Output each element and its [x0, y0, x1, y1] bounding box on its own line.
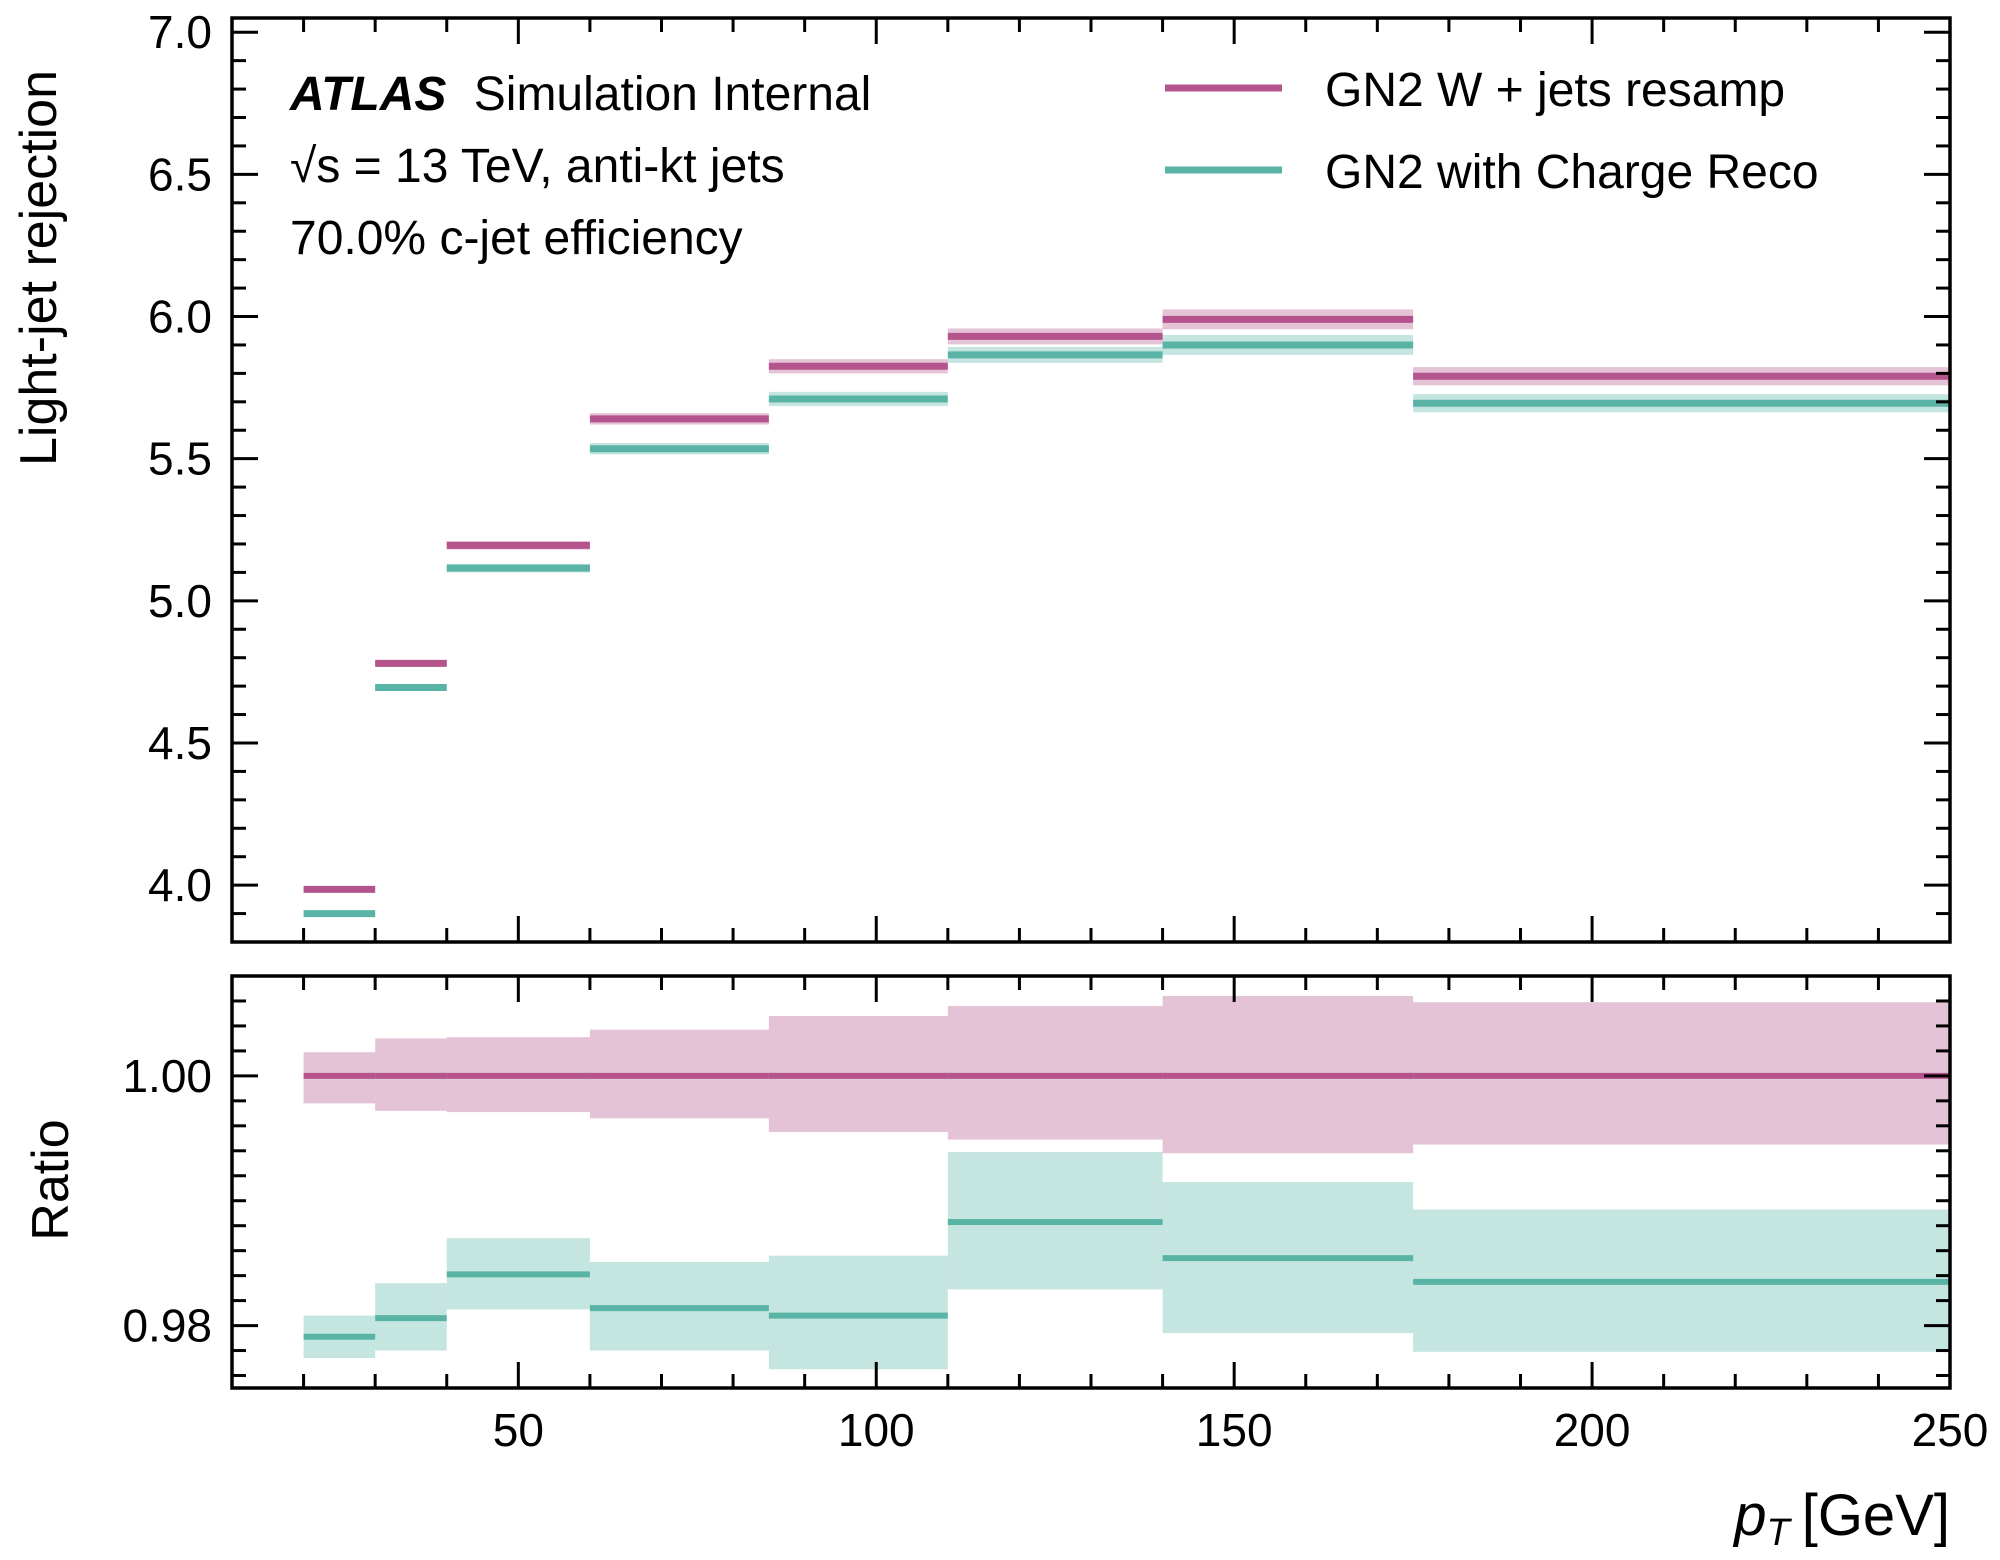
main-y-tick-label: 5.0 — [148, 575, 212, 627]
x-tick-label: 200 — [1554, 1404, 1631, 1456]
main-y-tick-label: 6.5 — [148, 148, 212, 200]
main-y-tick-label: 5.5 — [148, 433, 212, 485]
main-series — [303, 315, 1950, 918]
ratio-band-s0-bin5 — [947, 1005, 1163, 1140]
ratio-band-s1-bin4 — [768, 1255, 948, 1370]
atlas-label: ATLAS Simulation Internal √s = 13 TeV, a… — [289, 68, 871, 265]
main-axis-ticks: 4.0 4.5 5.0 5.5 6.0 6.5 7.0 — [148, 6, 1952, 944]
main-y-tick-label: 4.0 — [148, 859, 212, 911]
x-axis-label: pT [GeV] — [1732, 1483, 1950, 1554]
atlas-status-label: Simulation Internal — [474, 68, 872, 121]
svg-text:ATLAS Simulation Inter: ATLAS Simulation Internal — [289, 68, 871, 121]
ratio-y-axis-label: Ratio — [22, 1119, 80, 1240]
x-tick-label: 250 — [1912, 1404, 1989, 1456]
main-y-tick-label: 7.0 — [148, 6, 212, 58]
ratio-axis-ticks: 50 100 150 200 250 0.98 1.00 — [122, 974, 1989, 1456]
ratio-plot: 50 100 150 200 250 0.98 1.00 Ratio pT [GeV] — [22, 974, 1989, 1554]
legend-label-charge-reco: GN2 with Charge Reco — [1325, 146, 1819, 199]
ratio-y-tick-label: 0.98 — [122, 1300, 212, 1352]
legend: GN2 W + jets resamp GN2 with Charge Reco — [1165, 64, 1819, 199]
energy-label: √s = 13 TeV, anti-kt jets — [290, 140, 785, 193]
ratio-y-tick-label: 1.00 — [122, 1050, 212, 1102]
main-y-axis-label: Light-jet rejection — [10, 70, 68, 466]
x-tick-label: 50 — [493, 1404, 544, 1456]
x-tick-label: 150 — [1196, 1404, 1273, 1456]
main-y-tick-label: 4.5 — [148, 717, 212, 769]
main-y-tick-label: 6.0 — [148, 291, 212, 343]
atlas-experiment-label: ATLAS — [289, 68, 446, 121]
ratio-series — [303, 1072, 1950, 1340]
main-plot: 4.0 4.5 5.0 5.5 6.0 6.5 7.0 Light-jet rejectio… — [10, 6, 1952, 944]
main-plot-frame — [230, 16, 1952, 944]
working-point-label: 70.0% c-jet efficiency — [290, 212, 743, 265]
legend-label-w-jets-resamp: GN2 W + jets resamp — [1325, 64, 1785, 117]
ratio-plot-frame — [230, 974, 1952, 1390]
ratio-bands — [303, 995, 1950, 1370]
x-tick-label: 100 — [838, 1404, 915, 1456]
